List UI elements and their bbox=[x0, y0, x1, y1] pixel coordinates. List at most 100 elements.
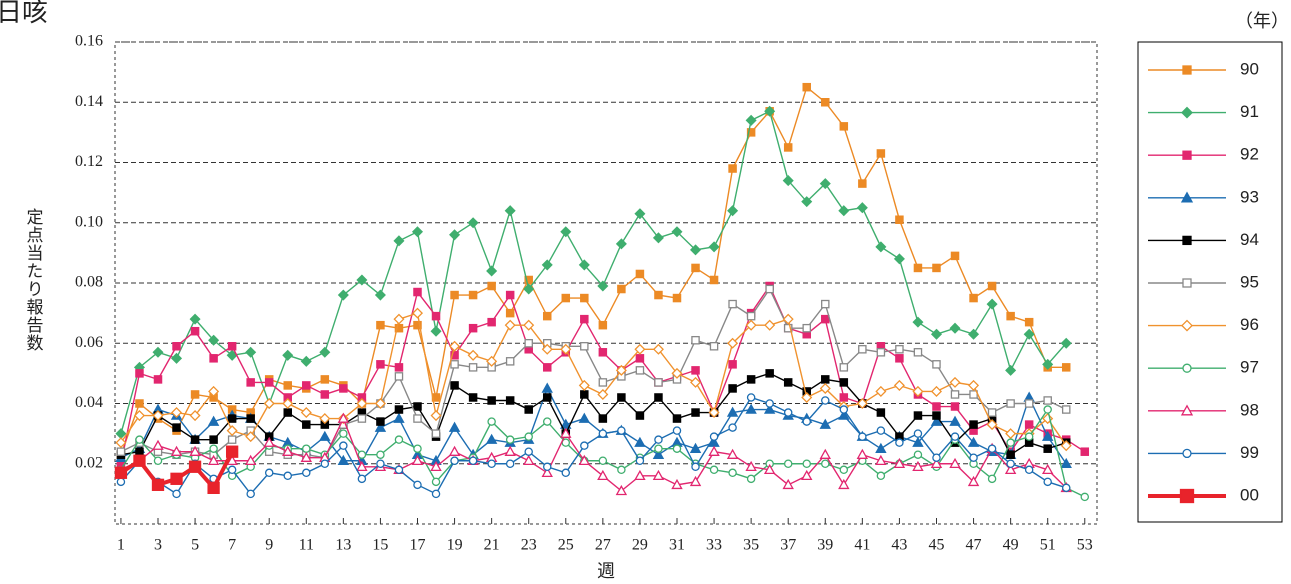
marker bbox=[652, 448, 665, 459]
marker bbox=[339, 384, 348, 393]
marker bbox=[394, 372, 404, 381]
marker bbox=[189, 313, 201, 325]
marker bbox=[821, 459, 830, 468]
marker bbox=[505, 396, 515, 405]
marker bbox=[950, 390, 960, 399]
marker bbox=[356, 274, 368, 286]
marker bbox=[635, 269, 645, 279]
x-tick-label: 23 bbox=[521, 537, 537, 554]
legend-marker bbox=[1179, 488, 1195, 504]
marker bbox=[245, 431, 257, 443]
marker bbox=[635, 366, 645, 375]
marker bbox=[652, 343, 664, 355]
marker bbox=[376, 360, 385, 369]
marker bbox=[913, 429, 923, 438]
marker bbox=[542, 417, 552, 426]
marker bbox=[819, 382, 831, 394]
series-line bbox=[120, 312, 1067, 447]
marker bbox=[690, 376, 702, 388]
marker bbox=[968, 328, 980, 340]
marker bbox=[152, 346, 164, 358]
marker bbox=[597, 388, 609, 400]
marker bbox=[913, 450, 923, 459]
marker bbox=[709, 275, 719, 285]
marker bbox=[337, 454, 350, 465]
marker bbox=[468, 363, 478, 372]
marker bbox=[135, 435, 144, 444]
marker bbox=[839, 363, 849, 372]
marker bbox=[838, 478, 850, 490]
marker bbox=[728, 360, 737, 369]
marker bbox=[671, 226, 683, 238]
marker bbox=[617, 465, 626, 475]
marker bbox=[393, 412, 405, 423]
marker bbox=[615, 238, 627, 250]
marker bbox=[671, 367, 683, 379]
legend-marker bbox=[1182, 150, 1192, 160]
marker bbox=[190, 390, 200, 399]
marker bbox=[227, 465, 237, 475]
marker bbox=[448, 445, 461, 456]
y-tick-label: 0.06 bbox=[75, 334, 103, 351]
marker bbox=[838, 205, 850, 217]
x-tick-label: 13 bbox=[335, 537, 351, 554]
marker bbox=[450, 381, 459, 390]
marker bbox=[170, 445, 183, 456]
marker bbox=[263, 436, 275, 447]
marker bbox=[876, 426, 886, 435]
marker bbox=[300, 407, 312, 419]
marker bbox=[339, 429, 348, 438]
marker bbox=[801, 391, 813, 403]
marker bbox=[337, 412, 350, 423]
legend-label: 96 bbox=[1240, 315, 1259, 334]
marker bbox=[283, 471, 292, 481]
marker bbox=[431, 429, 441, 438]
marker bbox=[1006, 438, 1015, 447]
marker bbox=[819, 178, 831, 190]
marker bbox=[114, 466, 128, 479]
marker bbox=[376, 417, 385, 426]
marker bbox=[1060, 440, 1072, 452]
marker bbox=[561, 293, 571, 303]
marker bbox=[580, 293, 589, 303]
marker bbox=[374, 397, 386, 410]
marker bbox=[356, 397, 368, 410]
marker bbox=[895, 438, 904, 447]
marker bbox=[153, 375, 163, 384]
marker bbox=[821, 98, 830, 107]
marker bbox=[986, 298, 998, 310]
marker bbox=[1043, 477, 1052, 487]
marker bbox=[524, 432, 533, 441]
marker bbox=[449, 340, 461, 352]
marker bbox=[487, 396, 496, 405]
marker bbox=[487, 317, 496, 327]
marker bbox=[208, 385, 220, 397]
marker bbox=[1060, 457, 1072, 469]
marker bbox=[302, 420, 311, 429]
marker bbox=[1005, 428, 1017, 440]
marker bbox=[615, 364, 627, 376]
marker bbox=[745, 114, 757, 126]
marker bbox=[728, 164, 737, 173]
marker bbox=[745, 460, 757, 472]
marker bbox=[209, 444, 218, 453]
marker bbox=[541, 259, 553, 271]
marker bbox=[523, 319, 535, 331]
legend-label: 94 bbox=[1240, 230, 1259, 249]
marker bbox=[376, 450, 385, 459]
marker bbox=[856, 397, 868, 410]
marker bbox=[188, 460, 202, 473]
marker bbox=[319, 430, 331, 441]
marker bbox=[746, 375, 756, 384]
marker bbox=[411, 454, 424, 465]
marker bbox=[244, 454, 257, 465]
legend-label: 95 bbox=[1240, 272, 1259, 291]
marker bbox=[986, 419, 998, 431]
marker bbox=[1043, 396, 1052, 405]
marker bbox=[746, 393, 756, 402]
marker bbox=[468, 393, 478, 402]
marker bbox=[376, 320, 385, 330]
marker bbox=[560, 226, 572, 238]
marker bbox=[764, 105, 776, 117]
x-tick-label: 33 bbox=[706, 537, 722, 554]
